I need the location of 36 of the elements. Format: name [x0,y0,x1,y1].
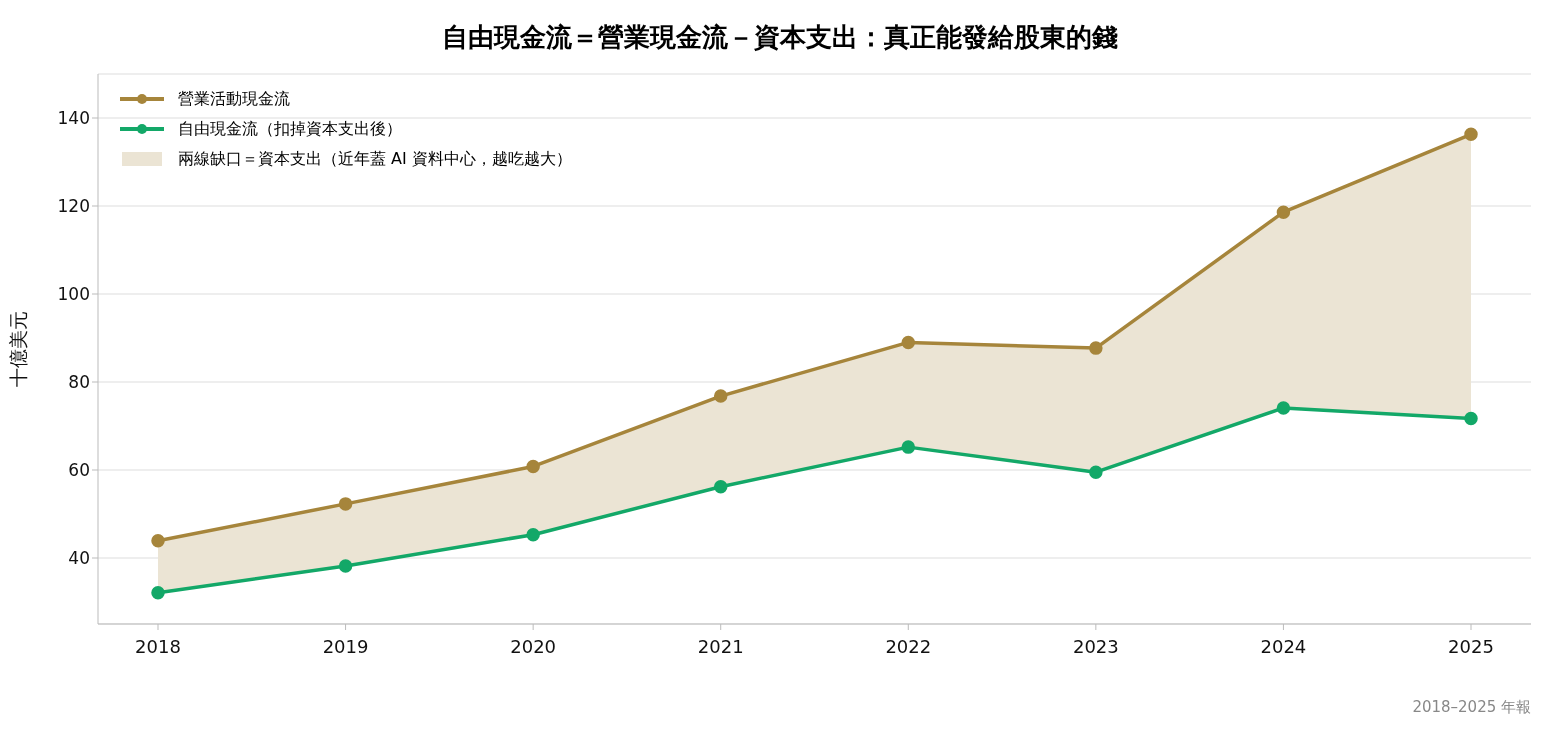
point [338,559,353,573]
y-tick-label: 100 [57,284,90,305]
y-axis-title: 十億美元 [6,311,29,387]
y-tick-label: 140 [57,108,90,129]
x-tick-label: 2023 [1072,635,1119,657]
x-tick-label: 2021 [697,635,744,657]
point [526,459,540,474]
x-tick-label: 2019 [322,635,369,657]
x-tick-label: 2020 [510,635,557,657]
x-tick-label: 2025 [1448,635,1494,657]
legend-label: 自由現金流（扣掉資本支出後） [178,118,402,140]
point [151,534,165,548]
y-tick-label: 40 [68,548,90,569]
x-tick-label: 2018 [135,635,181,657]
chart-title: 自由現金流＝營業現金流－資本支出：真正能發給股東的錢 [440,21,1119,54]
legend-label: 營業活動現金流 [178,88,290,110]
point [1089,341,1103,355]
point [901,335,916,350]
point [338,497,353,511]
point [713,389,728,403]
point [1089,465,1103,479]
y-tick-label: 120 [57,196,90,217]
point [1464,127,1478,142]
annotation: 兩線缺口＝資本支出（近年蓋 AI 資料中心，越吃越大） [178,148,572,170]
point [151,586,165,600]
point [901,440,916,454]
point [1276,401,1291,415]
point [713,479,728,494]
y-tick-label: 60 [68,460,90,481]
point [526,527,540,542]
point [1276,205,1291,219]
x-tick-label: 2022 [885,635,932,657]
x-tick-label: 2024 [1260,635,1307,657]
y-tick-label: 80 [68,372,90,393]
text: 2018–2025 年報 [1412,698,1531,716]
point [1464,411,1478,426]
